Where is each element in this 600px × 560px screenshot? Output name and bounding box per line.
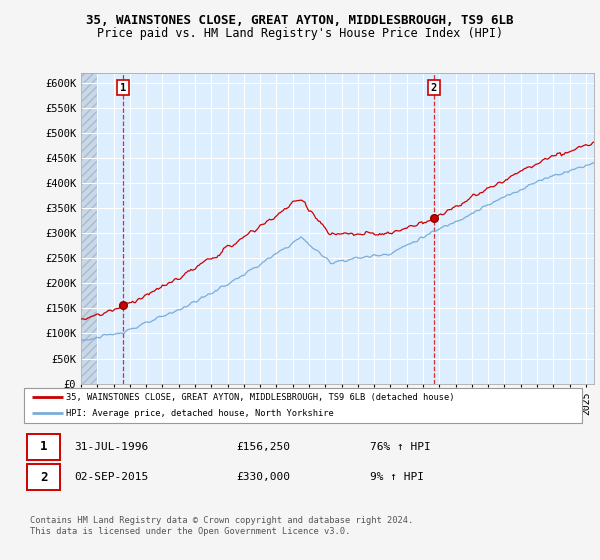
Text: 76% ↑ HPI: 76% ↑ HPI — [370, 442, 431, 451]
FancyBboxPatch shape — [27, 464, 60, 491]
Text: 1: 1 — [120, 83, 126, 93]
Text: HPI: Average price, detached house, North Yorkshire: HPI: Average price, detached house, Nort… — [66, 409, 334, 418]
Text: 9% ↑ HPI: 9% ↑ HPI — [370, 473, 424, 482]
Text: 1: 1 — [40, 440, 47, 453]
Polygon shape — [81, 73, 97, 384]
Text: Contains HM Land Registry data © Crown copyright and database right 2024.
This d: Contains HM Land Registry data © Crown c… — [30, 516, 413, 536]
Text: £156,250: £156,250 — [236, 442, 290, 451]
Text: Price paid vs. HM Land Registry's House Price Index (HPI): Price paid vs. HM Land Registry's House … — [97, 27, 503, 40]
Text: 2: 2 — [431, 83, 437, 93]
Text: 35, WAINSTONES CLOSE, GREAT AYTON, MIDDLESBROUGH, TS9 6LB: 35, WAINSTONES CLOSE, GREAT AYTON, MIDDL… — [86, 14, 514, 27]
Text: 35, WAINSTONES CLOSE, GREAT AYTON, MIDDLESBROUGH, TS9 6LB (detached house): 35, WAINSTONES CLOSE, GREAT AYTON, MIDDL… — [66, 393, 454, 402]
Text: 31-JUL-1996: 31-JUL-1996 — [74, 442, 148, 451]
FancyBboxPatch shape — [27, 433, 60, 460]
Text: 02-SEP-2015: 02-SEP-2015 — [74, 473, 148, 482]
FancyBboxPatch shape — [24, 388, 582, 423]
Text: 2: 2 — [40, 471, 47, 484]
Text: £330,000: £330,000 — [236, 473, 290, 482]
